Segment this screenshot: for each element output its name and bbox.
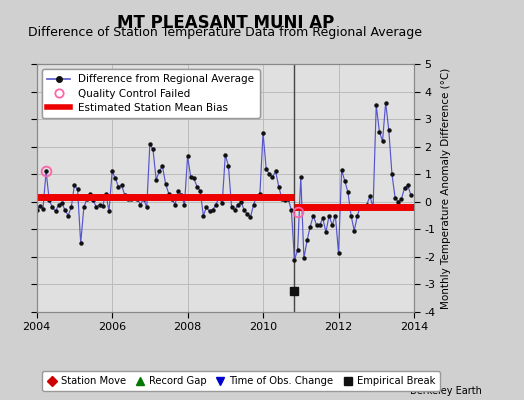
Legend: Difference from Regional Average, Quality Control Failed, Estimated Station Mean: Difference from Regional Average, Qualit… xyxy=(42,69,259,118)
Legend: Station Move, Record Gap, Time of Obs. Change, Empirical Break: Station Move, Record Gap, Time of Obs. C… xyxy=(42,371,440,391)
Text: Berkeley Earth: Berkeley Earth xyxy=(410,386,482,396)
Text: MT PLEASANT MUNI AP: MT PLEASANT MUNI AP xyxy=(117,14,334,32)
Y-axis label: Monthly Temperature Anomaly Difference (°C): Monthly Temperature Anomaly Difference (… xyxy=(441,67,451,309)
Text: Difference of Station Temperature Data from Regional Average: Difference of Station Temperature Data f… xyxy=(28,26,422,39)
